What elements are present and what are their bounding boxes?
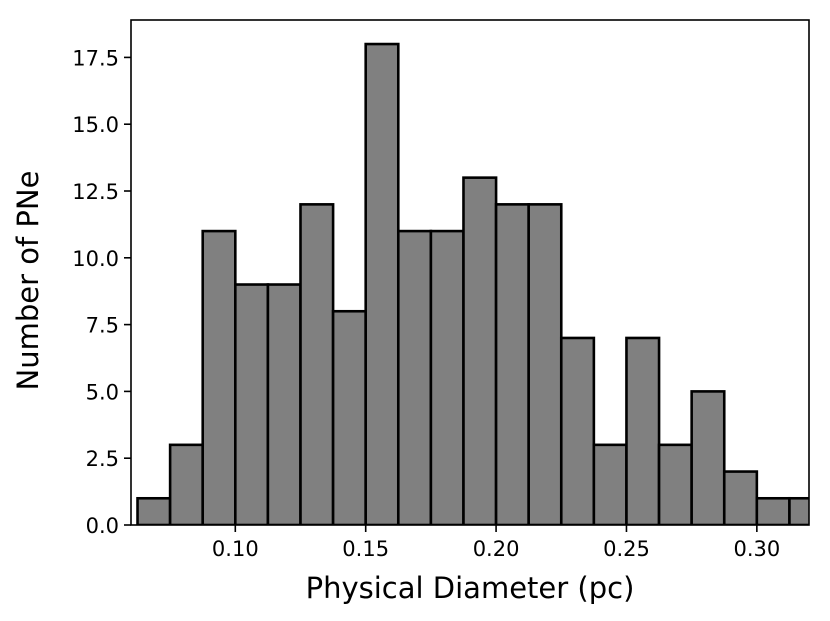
histogram-bar (788, 496, 809, 525)
histogram-bar (462, 176, 498, 525)
x-tick-label: 0.20 (473, 537, 520, 561)
y-tick-label: 2.5 (86, 447, 119, 471)
plot-frame (130, 19, 810, 526)
y-tick-label: 12.5 (72, 180, 119, 204)
histogram-bar (722, 470, 759, 525)
y-tick-label: 10.0 (72, 247, 119, 271)
histogram-bar (527, 203, 563, 525)
histogram-bar (690, 390, 726, 525)
x-axis-label: Physical Diameter (pc) (306, 571, 635, 605)
x-tick-label: 0.10 (212, 537, 259, 561)
y-tick-label: 15.0 (72, 113, 119, 137)
y-tick-label: 5.0 (86, 380, 119, 404)
histogram-bar (136, 496, 172, 525)
x-tick-label: 0.25 (603, 537, 650, 561)
y-axis-ticks: 0.0 2.5 5.0 7.5 10.0 12.5 15.0 17.5 (72, 46, 131, 538)
histogram-bar (494, 203, 530, 525)
histogram-bar (429, 229, 465, 525)
y-tick-label: 7.5 (86, 314, 119, 338)
histogram-bar (168, 443, 205, 525)
histogram-bar (364, 42, 400, 525)
x-tick-label: 0.15 (342, 537, 389, 561)
histogram-bar (657, 443, 693, 525)
histogram-bar (234, 283, 270, 525)
histogram-bar (201, 229, 237, 525)
histogram-bar (266, 283, 302, 525)
histogram-bar (625, 336, 661, 525)
bars (136, 42, 809, 525)
y-tick-label: 0.0 (86, 514, 119, 538)
histogram-bar (331, 309, 367, 525)
y-tick-label: 17.5 (72, 46, 119, 70)
x-tick-label: 0.30 (733, 537, 780, 561)
histogram-bar (299, 203, 335, 525)
histogram-bar (559, 336, 596, 525)
histogram-bar (755, 496, 791, 525)
y-axis-label: Number of PNe (11, 171, 45, 391)
histogram-bar (592, 443, 628, 525)
histogram-bar (396, 229, 433, 525)
x-axis-ticks: 0.10 0.15 0.20 0.25 0.30 (212, 525, 780, 561)
